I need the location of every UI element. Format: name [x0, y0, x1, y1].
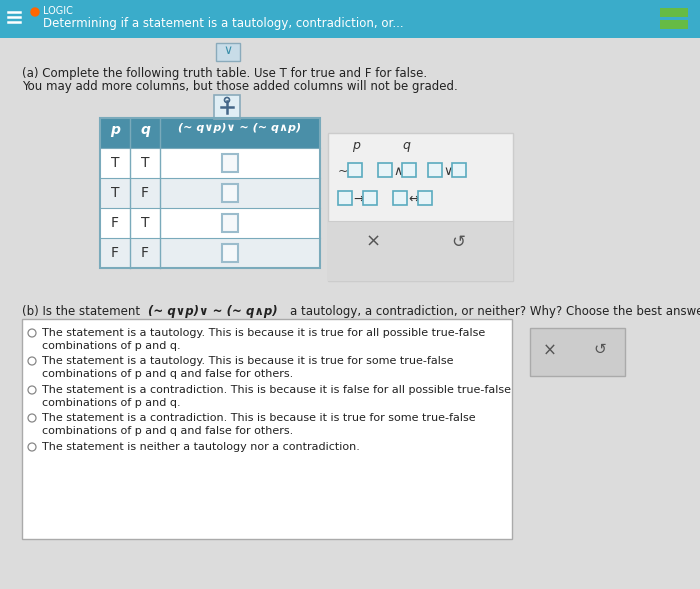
- Bar: [402, 163, 416, 177]
- Text: ↺: ↺: [594, 342, 606, 357]
- Bar: [216, 43, 240, 61]
- Text: (~ q∨p)∨ ~ (~ q∧p): (~ q∨p)∨ ~ (~ q∧p): [148, 305, 278, 318]
- Bar: [222, 214, 238, 232]
- Text: ∨: ∨: [443, 165, 452, 178]
- Text: →: →: [353, 193, 363, 206]
- Text: (b) Is the statement: (b) Is the statement: [22, 305, 140, 318]
- Bar: [100, 178, 320, 208]
- Bar: [0, 0, 700, 38]
- Text: combinations of p and q and false for others.: combinations of p and q and false for ot…: [42, 426, 293, 436]
- Text: T: T: [111, 156, 119, 170]
- Text: ↺: ↺: [451, 233, 465, 251]
- Bar: [222, 154, 238, 172]
- Text: The statement is neither a tautology nor a contradiction.: The statement is neither a tautology nor…: [42, 442, 360, 452]
- Bar: [328, 221, 513, 281]
- Text: ×: ×: [365, 233, 381, 251]
- Bar: [100, 118, 320, 268]
- Text: ∨: ∨: [223, 44, 232, 57]
- Bar: [100, 118, 320, 148]
- Text: F: F: [141, 186, 149, 200]
- Text: T: T: [141, 156, 149, 170]
- Bar: [222, 244, 238, 262]
- Circle shape: [31, 8, 39, 16]
- Text: p: p: [110, 123, 120, 137]
- Text: combinations of p and q.: combinations of p and q.: [42, 398, 181, 408]
- Bar: [338, 191, 352, 205]
- Bar: [348, 163, 362, 177]
- Text: You may add more columns, but those added columns will not be graded.: You may add more columns, but those adde…: [22, 80, 458, 93]
- Bar: [100, 208, 320, 238]
- Text: T: T: [141, 216, 149, 230]
- Text: ×: ×: [543, 342, 557, 360]
- Bar: [418, 191, 432, 205]
- Text: ~: ~: [338, 165, 349, 178]
- Text: combinations of p and q and false for others.: combinations of p and q and false for ot…: [42, 369, 293, 379]
- Bar: [660, 20, 688, 29]
- Bar: [100, 148, 320, 178]
- Text: F: F: [111, 216, 119, 230]
- Bar: [100, 238, 320, 268]
- Text: a tautology, a contradiction, or neither? Why? Choose the best answer.: a tautology, a contradiction, or neither…: [290, 305, 700, 318]
- Circle shape: [28, 443, 36, 451]
- Bar: [428, 163, 442, 177]
- Text: (a) Complete the following truth table. Use T for true and F for false.: (a) Complete the following truth table. …: [22, 67, 427, 80]
- Text: F: F: [141, 246, 149, 260]
- Bar: [660, 8, 688, 17]
- Text: LOGIC: LOGIC: [43, 6, 73, 16]
- Bar: [22, 319, 512, 539]
- Bar: [328, 133, 513, 281]
- Text: q: q: [140, 123, 150, 137]
- Bar: [452, 163, 466, 177]
- Text: F: F: [111, 246, 119, 260]
- Circle shape: [28, 386, 36, 394]
- Bar: [214, 95, 240, 119]
- Text: The statement is a tautology. This is because it is true for some true-false: The statement is a tautology. This is be…: [42, 356, 454, 366]
- Bar: [222, 184, 238, 202]
- Text: q: q: [402, 139, 410, 152]
- Bar: [363, 191, 377, 205]
- Text: (~ q∨p)∨ ~ (~ q∧p): (~ q∨p)∨ ~ (~ q∧p): [178, 123, 302, 133]
- Bar: [378, 163, 392, 177]
- Circle shape: [28, 357, 36, 365]
- Text: The statement is a tautology. This is because it is true for all possible true-f: The statement is a tautology. This is be…: [42, 328, 485, 338]
- Text: The statement is a contradiction. This is because it is false for all possible t: The statement is a contradiction. This i…: [42, 385, 511, 395]
- Circle shape: [28, 329, 36, 337]
- Text: combinations of p and q.: combinations of p and q.: [42, 341, 181, 351]
- Bar: [393, 191, 407, 205]
- Text: Determining if a statement is a tautology, contradiction, or...: Determining if a statement is a tautolog…: [43, 17, 404, 30]
- Text: T: T: [111, 186, 119, 200]
- Text: ∧: ∧: [393, 165, 402, 178]
- Text: The statement is a contradiction. This is because it is true for some true-false: The statement is a contradiction. This i…: [42, 413, 475, 423]
- Text: p: p: [352, 139, 360, 152]
- Bar: [530, 328, 625, 376]
- Circle shape: [28, 414, 36, 422]
- Text: ↔: ↔: [408, 193, 419, 206]
